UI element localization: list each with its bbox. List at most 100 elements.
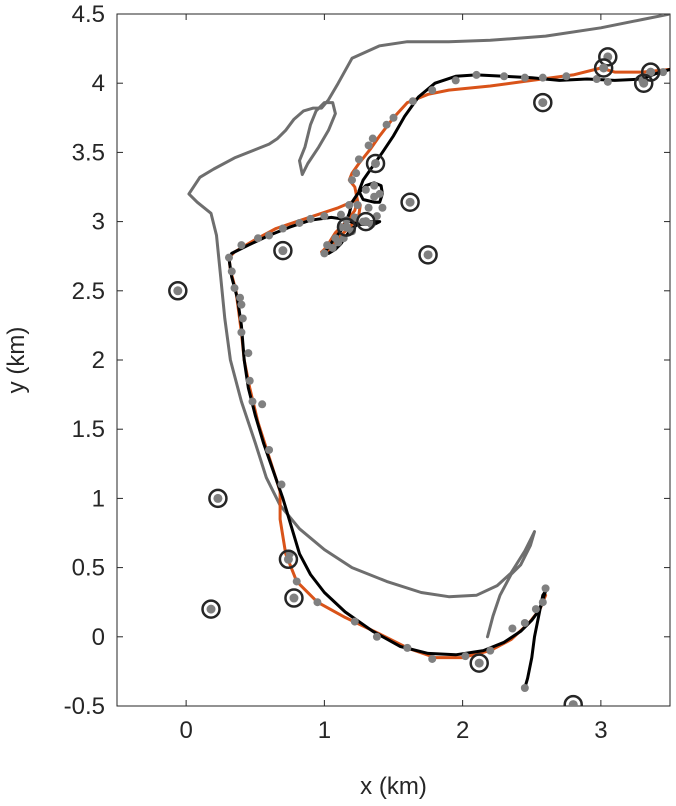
data-point-39 (320, 212, 329, 221)
x-tick-label-3: 3 (594, 717, 607, 744)
outlier-ring-5 (365, 153, 386, 174)
data-point-19 (361, 185, 370, 194)
data-point-57 (265, 445, 274, 454)
outlier-ring-6 (400, 192, 420, 212)
data-point-12 (389, 113, 398, 122)
data-point-66 (461, 652, 470, 661)
y-tick-label-2: 0.5 (72, 555, 105, 582)
outlier-point-7 (361, 217, 371, 227)
data-point-15 (364, 141, 373, 150)
data-point-22 (378, 203, 387, 212)
y-tick-label-6: 2.5 (72, 278, 105, 305)
data-point-6 (520, 73, 529, 82)
series-line-0 (187, 14, 670, 639)
data-point-56 (258, 400, 267, 409)
data-point-75 (370, 181, 379, 190)
data-point-17 (352, 169, 361, 178)
data-point-54 (245, 376, 254, 385)
data-point-31 (320, 249, 329, 258)
y-tick-label-4: 1.5 (72, 416, 105, 443)
outlier-ring-17 (563, 694, 583, 706)
outlier-ring-9 (418, 245, 438, 265)
data-point-10 (428, 86, 437, 95)
y-tick-label-9: 4 (92, 70, 105, 97)
data-point-63 (372, 632, 381, 641)
data-point-52 (237, 328, 246, 337)
x-tick-label-2: 2 (456, 717, 469, 744)
outlier-ring-16 (469, 653, 489, 673)
data-point-45 (237, 241, 246, 250)
data-point-55 (248, 397, 257, 406)
data-point-46 (224, 253, 233, 262)
data-point-13 (382, 120, 391, 129)
plot-area: 0 1 2 3 -0.5 0 0.5 1 1.5 2 2.5 3 3.5 4 4.5 (64, 1, 671, 744)
data-point-33 (334, 238, 343, 247)
data-point-58 (277, 480, 286, 489)
data-point-4 (562, 72, 571, 81)
data-point-2 (603, 77, 612, 86)
outlier-point-2 (646, 67, 656, 77)
data-point-14 (368, 134, 377, 143)
outlier-point-17 (568, 700, 578, 706)
data-point-11 (408, 97, 417, 106)
data-point-8 (472, 70, 481, 79)
outlier-point-13 (283, 554, 293, 564)
data-point-44 (254, 234, 263, 243)
data-point-48 (230, 284, 239, 293)
outlier-point-8 (341, 222, 351, 232)
outlier-ring-11 (168, 281, 188, 301)
data-point-3 (592, 75, 601, 84)
series-layer (168, 14, 670, 706)
x-tick-label-1: 1 (318, 717, 331, 744)
data-point-49 (236, 293, 245, 302)
data-point-40 (306, 214, 315, 223)
series-line-2 (227, 66, 670, 660)
outlier-point-16 (474, 658, 484, 668)
outlier-ring-12 (208, 488, 228, 509)
data-point-73 (520, 684, 529, 693)
outlier-point-14 (289, 593, 299, 603)
data-point-65 (428, 654, 437, 663)
y-tick-label-8: 3.5 (72, 139, 105, 166)
outlier-ring-8 (336, 217, 357, 237)
y-axis-label: y (km) (3, 327, 30, 394)
data-point-38 (336, 210, 345, 219)
outlier-ring-10 (273, 240, 293, 261)
data-point-64 (403, 643, 412, 652)
outlier-point-1 (599, 63, 609, 73)
outlier-point-10 (278, 246, 288, 256)
data-point-68 (508, 624, 517, 633)
data-point-18 (348, 176, 357, 185)
outlier-point-5 (371, 158, 381, 168)
outlier-point-12 (213, 493, 223, 503)
outlier-ring-0 (598, 47, 618, 67)
y-tick-label-3: 1 (92, 485, 105, 512)
outlier-point-9 (423, 250, 433, 260)
data-point-74 (364, 203, 373, 212)
data-point-67 (486, 646, 495, 655)
data-point-9 (451, 76, 460, 85)
outlier-ring-4 (533, 92, 553, 113)
data-point-60 (292, 577, 301, 586)
data-point-69 (520, 618, 529, 627)
series-line-3 (227, 67, 670, 690)
outlier-point-3 (639, 78, 649, 88)
data-point-42 (278, 224, 287, 233)
data-point-71 (538, 598, 547, 607)
y-tick-label-7: 3 (92, 209, 105, 236)
data-point-7 (500, 72, 509, 81)
data-point-0 (659, 68, 668, 77)
outlier-ring-1 (593, 58, 614, 78)
y-tick-label-10: 4.5 (72, 1, 105, 28)
data-point-5 (538, 73, 547, 82)
outlier-ring-13 (278, 549, 299, 570)
data-point-61 (313, 598, 322, 607)
y-tick-label-0: -0.5 (64, 693, 105, 720)
data-point-21 (375, 189, 384, 198)
x-tick-label-0: 0 (179, 717, 192, 744)
data-point-53 (244, 349, 253, 358)
data-point-16 (354, 155, 363, 164)
x-axis-label: x (km) (360, 773, 427, 800)
data-point-43 (265, 231, 274, 240)
